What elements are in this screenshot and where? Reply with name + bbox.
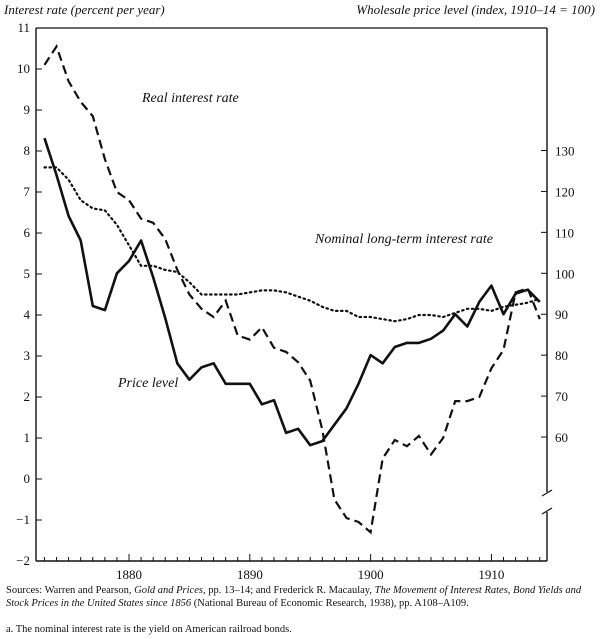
interest-rate-price-chart: −2 −1 0 1 2 3 4 5 6 7 8 9 10 11 60 70 80 90 100 110 120 130 18… bbox=[16, 20, 575, 580]
price-level-line bbox=[43, 137, 541, 447]
left-axis-tick-label: 4 bbox=[24, 307, 31, 322]
right-axis-tick-label: 120 bbox=[555, 184, 575, 199]
left-axis-tick-label: −1 bbox=[16, 512, 30, 527]
left-axis-tick-label: 6 bbox=[24, 225, 31, 240]
x-axis-tick-label: 1910 bbox=[478, 567, 504, 580]
left-axis-title: Interest rate (percent per year) bbox=[4, 2, 165, 17]
sources-book-2: The Movement of Interest Rates, Bond Yie… bbox=[6, 585, 582, 609]
left-axis-tick-label: 2 bbox=[24, 389, 31, 404]
x-axis-tick-label: 1890 bbox=[237, 567, 263, 580]
sources-mid: , pp. 13–14; and Frederick R. Macaulay, bbox=[202, 585, 375, 596]
sources-book-1: Gold and Prices bbox=[134, 585, 203, 596]
right-axis-tick-label: 100 bbox=[555, 266, 575, 281]
left-axis-tick-label: 8 bbox=[24, 143, 31, 158]
sources-prefix: Sources: Warren and Pearson, bbox=[6, 585, 135, 596]
right-axis-tick-label: 70 bbox=[555, 389, 568, 404]
left-axis-tick-label: 3 bbox=[24, 348, 31, 363]
real-interest-rate-line bbox=[43, 44, 541, 535]
left-axis-tick-label: 5 bbox=[24, 266, 31, 281]
footnote: a. The nominal interest rate is the yiel… bbox=[6, 624, 292, 635]
left-axis-tick-label: 11 bbox=[17, 20, 30, 35]
axis-break-mark-2 bbox=[541, 507, 553, 515]
right-axis-tick-label: 110 bbox=[555, 225, 574, 240]
x-axis-tick-label: 1880 bbox=[116, 567, 142, 580]
sources-suffix: (National Bureau of Economic Research, 1… bbox=[191, 598, 469, 609]
axis-break-mark-1 bbox=[541, 489, 553, 497]
right-axis-tick-label: 60 bbox=[555, 430, 568, 445]
left-axis-tick-label: 1 bbox=[24, 430, 31, 445]
left-axis-tick-label: 7 bbox=[24, 184, 31, 199]
sources-note: Sources: Warren and Pearson, Gold and Pr… bbox=[6, 584, 596, 610]
real-interest-rate-label: Real interest rate bbox=[141, 91, 239, 106]
right-axis-tick-label: 90 bbox=[555, 307, 568, 322]
right-axis-tick-label: 80 bbox=[555, 348, 568, 363]
left-axis-tick-label: 9 bbox=[24, 102, 31, 117]
x-axis-tick-label: 1900 bbox=[358, 567, 384, 580]
right-axis-title: Wholesale price level (index, 1910–14 = … bbox=[356, 2, 595, 17]
nominal-long-term-interest-rate-line bbox=[43, 166, 541, 323]
left-axis-tick-label: −2 bbox=[16, 553, 30, 568]
right-axis-tick-label: 130 bbox=[555, 143, 575, 158]
price-level-label: Price level bbox=[117, 376, 178, 391]
left-axis-tick-label: 0 bbox=[24, 471, 31, 486]
left-axis-tick-label: 10 bbox=[17, 61, 30, 76]
nominal-long-term-interest-rate-label: Nominal long-term interest rate bbox=[314, 232, 493, 247]
